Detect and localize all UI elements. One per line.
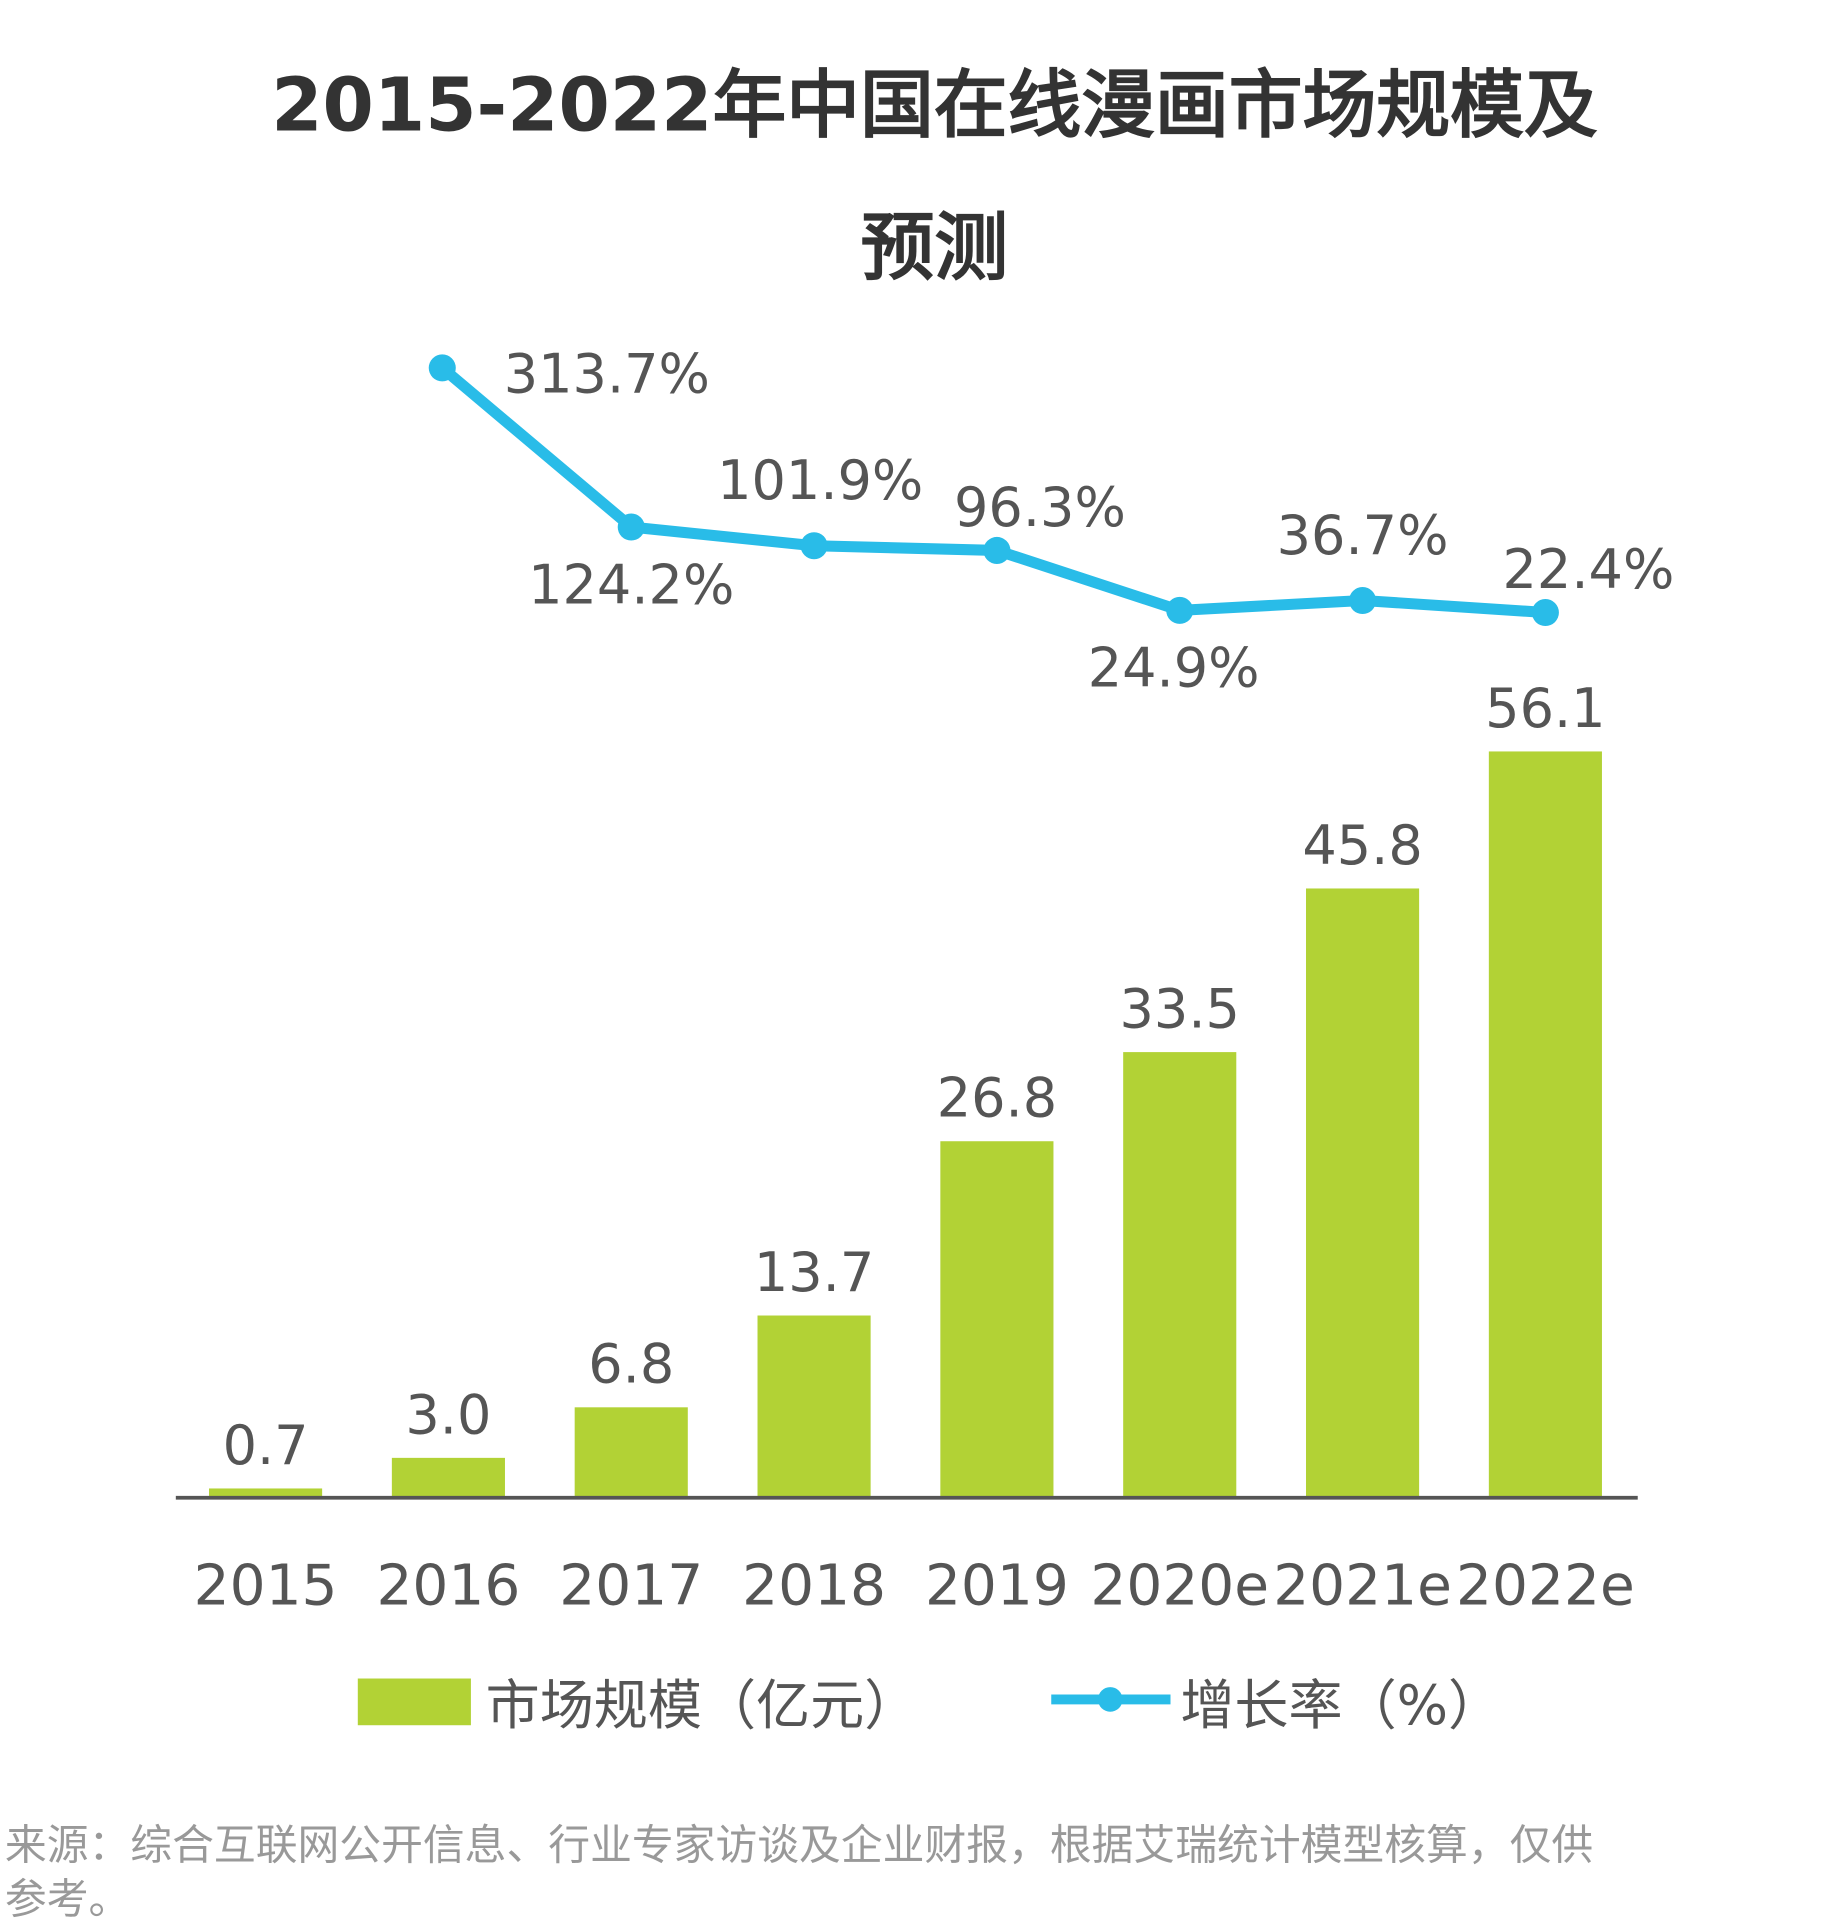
bar-2017 — [574, 1407, 688, 1498]
x-tick-2022e: 2022e — [1456, 1554, 1635, 1619]
growth-point-2022e — [1531, 598, 1559, 627]
bar-label-2017: 6.8 — [588, 1333, 674, 1396]
x-tick-2015: 2015 — [194, 1554, 338, 1619]
bar-2022e — [1488, 751, 1602, 1498]
growth-point-2016 — [428, 354, 456, 382]
bar-2016 — [391, 1457, 505, 1498]
growth-point-2019 — [983, 536, 1011, 564]
growth-label-2018: 101.9% — [717, 449, 923, 512]
bar-2020e — [1123, 1052, 1237, 1498]
x-tick-2021e: 2021e — [1273, 1554, 1452, 1619]
bar-2021e — [1306, 888, 1420, 1498]
bar-label-2022e: 56.1 — [1485, 677, 1605, 740]
bar-2019 — [940, 1141, 1054, 1498]
source-note: 来源：综合互联网公开信息、行业专家访谈及企业财报，根据艾瑞统计模型核算，仅供 — [5, 1820, 1593, 1869]
x-tick-2020e: 2020e — [1090, 1554, 1269, 1619]
chart-title-line2: 预测 — [861, 206, 1009, 291]
growth-label-2020e: 24.9% — [1088, 637, 1260, 700]
legend-line-label: 增长率（%） — [1180, 1674, 1502, 1737]
bar-label-2016: 3.0 — [405, 1383, 491, 1446]
x-tick-2017: 2017 — [559, 1554, 703, 1619]
chart-title: 2015-2022年中国在线漫画市场规模及 — [271, 64, 1598, 149]
bar-label-2019: 26.8 — [937, 1067, 1057, 1130]
legend-line-marker — [1097, 1687, 1123, 1712]
legend: 市场规模（亿元） 增长率（%） — [357, 1674, 1502, 1737]
x-tick-2016: 2016 — [376, 1554, 520, 1619]
growth-label-2021e: 36.7% — [1277, 504, 1449, 567]
bar-label-2020e: 33.5 — [1120, 978, 1240, 1041]
growth-point-2020e — [1166, 596, 1194, 624]
growth-label-2016: 313.7% — [504, 342, 710, 405]
bar-2018 — [757, 1315, 871, 1498]
bar-label-2015: 0.7 — [223, 1414, 309, 1477]
legend-bar-label: 市场规模（亿元） — [486, 1674, 919, 1737]
x-tick-2019: 2019 — [925, 1554, 1069, 1619]
bar-label-2021e: 45.8 — [1302, 814, 1422, 877]
growth-point-2018 — [800, 532, 828, 560]
legend-bar-swatch — [357, 1678, 471, 1726]
bar-label-2018: 13.7 — [754, 1241, 874, 1304]
source-note-line2: 参考。 — [5, 1874, 130, 1923]
growth-label-2017: 124.2% — [528, 553, 734, 616]
growth-label-2019: 96.3% — [954, 476, 1126, 539]
growth-point-2017 — [617, 513, 645, 541]
bar-2015 — [209, 1488, 323, 1498]
growth-point-2021e — [1349, 586, 1377, 615]
growth-label-2022e: 22.4% — [1503, 538, 1675, 601]
x-tick-2018: 2018 — [742, 1554, 886, 1619]
